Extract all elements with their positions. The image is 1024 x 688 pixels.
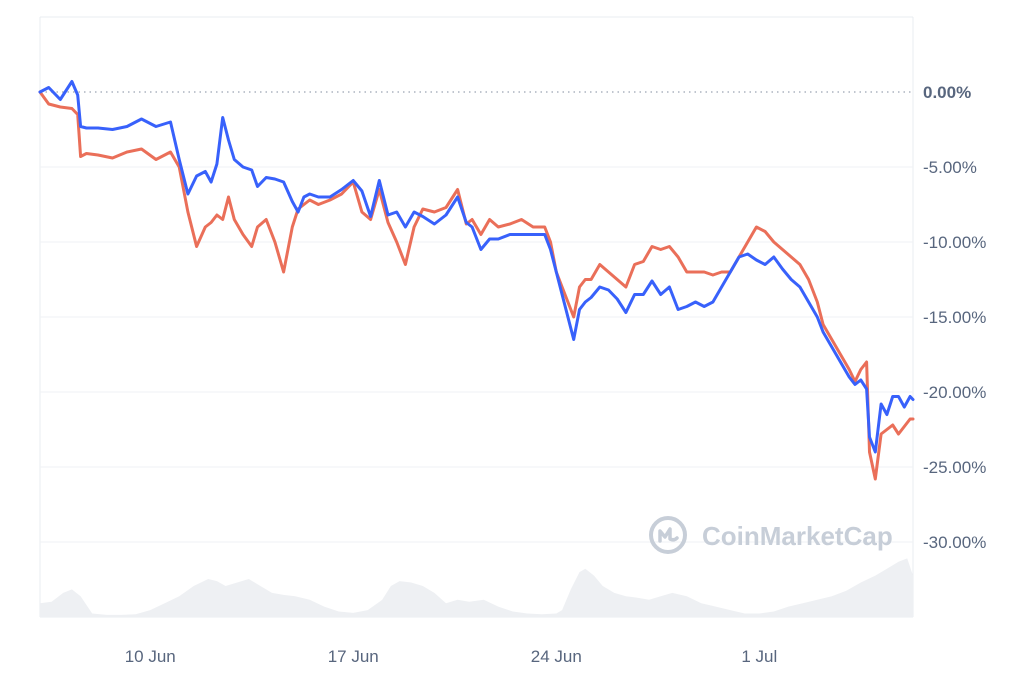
x-tick-label: 24 Jun [531,647,582,666]
y-tick-label: -5.00% [923,158,977,177]
x-tick-label: 17 Jun [328,647,379,666]
x-tick-label: 1 Jul [741,647,777,666]
series-line-1 [38,90,915,481]
x-axis-ticks: 10 Jun 17 Jun 24 Jun 1 Jul [125,647,778,666]
y-tick-label: -25.00% [923,458,986,477]
x-tick-label: 10 Jun [125,647,176,666]
y-tick-label: -10.00% [923,233,986,252]
gridlines [40,91,913,543]
y-tick-label: -20.00% [923,383,986,402]
y-tick-label: -30.00% [923,533,986,552]
watermark: CoinMarketCap [649,516,893,554]
volume-area [40,558,913,617]
watermark-text: CoinMarketCap [702,521,893,551]
series-lines [38,80,915,481]
y-tick-label: -15.00% [923,308,986,327]
y-tick-label: 0.00% [923,83,971,102]
volume-area-shape [40,558,913,617]
series-line-0 [38,80,915,454]
y-axis-ticks: 0.00% -5.00% -10.00% -15.00% -20.00% -25.00% -… [923,83,986,552]
coinmarketcap-logo-icon [649,516,687,554]
